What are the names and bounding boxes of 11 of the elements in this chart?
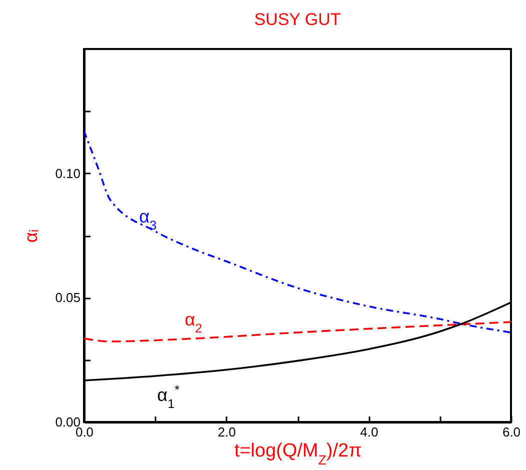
- x-tick-label: 2.0: [218, 424, 236, 440]
- chart-title: SUSY GUT: [254, 10, 341, 29]
- line-series: [84, 130, 511, 334]
- x-axis-title: t=log(Q/M$_{Z}$)/2π: [234, 440, 362, 467]
- y-tick-label: 0.05: [55, 290, 80, 306]
- x-tick-label: 4.0: [360, 424, 378, 440]
- series-label: α$_{2}$: [184, 310, 202, 336]
- x-tick-label: 6.0: [502, 424, 521, 440]
- series-label: α$_{3}$: [139, 206, 157, 232]
- y-axis-title: αᵢ: [21, 229, 42, 243]
- y-tick-label: 0.10: [55, 166, 80, 181]
